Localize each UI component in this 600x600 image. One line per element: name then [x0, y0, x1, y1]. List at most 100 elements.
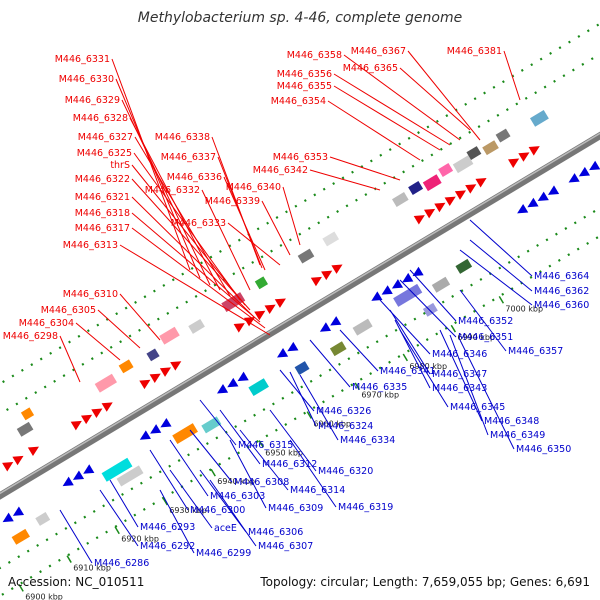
forward-gene-label: M446_6322 — [75, 174, 130, 185]
reverse-gene-arrow — [547, 185, 560, 195]
forward-gene-label: M446_6325 — [77, 148, 132, 159]
feature-block-box — [322, 231, 340, 247]
reverse-gene-arrow — [412, 266, 424, 277]
backbone-highlight — [0, 132, 600, 495]
reverse-gene-arrow — [72, 470, 85, 480]
forward-gene-arrow-head — [91, 408, 103, 418]
reverse-gene-label: M446_6357 — [508, 346, 563, 357]
feature-block-box — [297, 248, 315, 264]
forward-gene-label-leader — [333, 85, 441, 151]
reverse-gene-arrow-head — [381, 285, 393, 295]
scale-tick — [306, 411, 312, 419]
forward-gene-arrow — [508, 158, 520, 168]
reverse-gene-label: M446_6364 — [534, 271, 589, 282]
forward-gene-label-leader — [282, 186, 301, 246]
reverse-gene-label: M446_6320 — [318, 466, 373, 477]
forward-gene-label-leader — [119, 293, 161, 341]
reverse-gene-arrow — [568, 173, 580, 183]
scale-tick — [162, 497, 168, 506]
reverse-gene-arrow — [537, 191, 549, 202]
reverse-gene-label: M446_6347 — [432, 369, 487, 380]
guide-line — [0, 206, 600, 570]
feature-block — [172, 423, 198, 445]
forward-gene-arrow — [254, 310, 266, 321]
forward-gene-label-leader — [59, 335, 81, 383]
feature-block — [452, 155, 474, 174]
scale-tick — [210, 468, 216, 477]
reverse-gene-label: M446_6334 — [340, 435, 395, 446]
reverse-gene-label: M446_6326 — [316, 406, 371, 417]
forward-gene-arrow — [101, 402, 113, 412]
forward-gene-arrow-head — [80, 414, 93, 425]
feature-block — [159, 326, 180, 345]
feature-block-box — [101, 457, 133, 482]
reverse-gene-label-leader — [59, 509, 93, 564]
reverse-gene-arrow-head — [568, 173, 580, 183]
forward-gene-label: M446_6337 — [161, 152, 216, 163]
forward-gene-arrow — [475, 178, 487, 188]
feature-block — [393, 283, 423, 307]
forward-gene-arrow-head — [518, 152, 530, 162]
forward-gene-label-leader — [75, 322, 121, 361]
reverse-gene-arrow — [330, 316, 342, 326]
forward-gene-label: M446_6328 — [73, 113, 128, 124]
forward-gene-label: M446_6338 — [155, 132, 210, 143]
reverse-gene-arrow — [589, 160, 600, 171]
forward-gene-label: M446_6339 — [205, 196, 260, 207]
forward-gene-label-leader — [327, 100, 421, 161]
reverse-gene-label-leader — [389, 309, 431, 375]
reverse-gene-arrow-head — [277, 348, 289, 358]
reverse-gene-label: M446_6299 — [196, 548, 251, 559]
feature-block-box — [118, 359, 134, 374]
reverse-gene-label-leader — [459, 249, 533, 306]
reverse-gene-arrow — [83, 464, 95, 474]
forward-gene-label: M446_6356 — [277, 69, 332, 80]
forward-gene-label-leader — [407, 50, 481, 141]
forward-gene-arrow-head — [413, 215, 425, 225]
reverse-gene-arrow — [381, 285, 393, 295]
forward-gene-arrow-head — [149, 373, 161, 383]
feature-block — [294, 361, 310, 376]
forward-gene-arrow — [139, 379, 151, 390]
reverse-gene-label: aceE — [214, 523, 237, 534]
reverse-gene-arrow-head — [371, 291, 383, 301]
scale-tick — [450, 324, 457, 333]
forward-gene-arrow-head — [423, 208, 436, 219]
feature-block — [146, 348, 160, 362]
reverse-gene-label-leader — [299, 374, 339, 441]
forward-gene-label-leader — [119, 244, 271, 336]
forward-gene-label: M446_6355 — [277, 81, 332, 92]
reverse-gene-arrow — [277, 348, 289, 358]
reverse-gene-label-leader — [409, 269, 457, 322]
forward-gene-label-leader — [115, 78, 201, 279]
reverse-gene-label: M446_6335 — [352, 382, 407, 393]
reverse-gene-label-leader — [469, 219, 533, 277]
forward-gene-arrow-head — [139, 379, 151, 390]
reverse-gene-arrow — [391, 279, 404, 289]
feature-block — [221, 292, 246, 312]
scale-tick-label: 6950 kbp — [265, 448, 303, 457]
feature-block — [35, 512, 51, 526]
forward-gene-arrow-head — [434, 202, 446, 213]
forward-gene-label-leader — [227, 222, 281, 266]
backbone-line — [0, 131, 600, 500]
forward-gene-label: M446_6365 — [343, 63, 398, 74]
feature-block-box — [201, 416, 222, 434]
scale-tick-label: 6990 kbp — [457, 333, 495, 342]
forward-gene-label-leader — [503, 50, 521, 101]
reverse-gene-arrow-head — [150, 424, 162, 434]
forward-gene-arrow-head — [528, 146, 540, 156]
feature-block — [455, 258, 473, 274]
reverse-gene-label: M446_6293 — [140, 522, 195, 533]
reverse-gene-label: M446_6362 — [534, 286, 589, 297]
scale-tick — [258, 440, 264, 448]
feature-block-box — [35, 512, 51, 526]
feature-block — [495, 128, 511, 143]
forward-gene-arrow-head — [274, 298, 286, 308]
reverse-gene-arrow — [2, 512, 14, 523]
genome-backbone — [0, 131, 600, 500]
reverse-gene-label-leader — [159, 489, 195, 554]
forward-gene-arrow — [423, 208, 436, 219]
forward-gene-label: M446_6317 — [75, 223, 130, 234]
forward-gene-arrow — [70, 420, 82, 431]
